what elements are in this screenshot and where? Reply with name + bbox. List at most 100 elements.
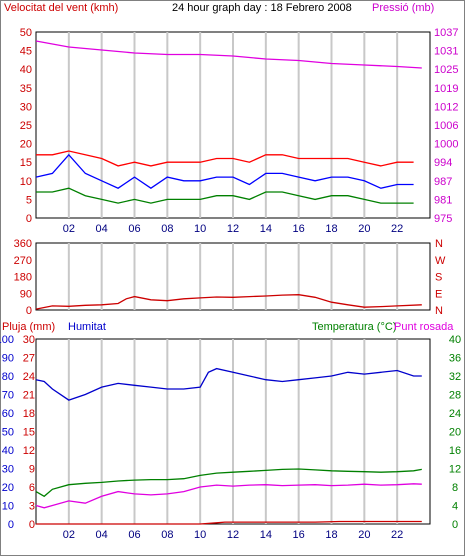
wind-x-tick-label: 04 (96, 223, 108, 235)
compass-tick-label: N (435, 305, 443, 317)
humidity-tick-label: 100 (0, 334, 14, 346)
wind-tick-label: 45 (20, 46, 32, 58)
wind-tick-label: 10 (20, 176, 32, 188)
compass-tick-label: E (435, 288, 442, 300)
rain-tick-label: 30 (23, 334, 35, 346)
direction-tick-label: 180 (14, 272, 32, 284)
temperature-tick-label: 12 (449, 464, 461, 476)
thermo-x-tick-label: 08 (161, 529, 173, 541)
temperature-tick-label: 8 (452, 482, 458, 494)
wind-x-tick-label: 06 (128, 223, 140, 235)
wind-tick-label: 35 (20, 83, 32, 95)
humidity-tick-label: 90 (2, 353, 14, 365)
rain-tick-label: 24 (23, 371, 35, 383)
humidity-tick-label: 80 (2, 371, 14, 383)
temperature-tick-label: 24 (449, 408, 461, 420)
temperature-tick-label: 28 (449, 390, 461, 402)
direction-tick-label: 90 (20, 288, 32, 300)
humidity-tick-label: 10 (2, 501, 14, 513)
pressure-tick-label: 975 (434, 213, 452, 225)
temperature-tick-label: 36 (449, 353, 461, 365)
rain-tick-label: 12 (23, 445, 35, 457)
wind-x-tick-label: 12 (227, 223, 239, 235)
thermo-x-tick-label: 22 (391, 529, 403, 541)
wind-tick-label: 5 (26, 194, 32, 206)
thermo-x-tick-label: 04 (96, 529, 108, 541)
pressure-tick-label: 987 (434, 176, 452, 188)
rain-tick-label: 27 (23, 353, 35, 365)
wind-x-tick-label: 10 (194, 223, 206, 235)
pressure-tick-label: 981 (434, 194, 452, 206)
thermo-x-tick-label: 20 (358, 529, 370, 541)
series-gust-line (36, 150, 414, 167)
wind-tick-label: 25 (20, 120, 32, 132)
temperature-tick-label: 32 (449, 371, 461, 383)
series-dew-line (35, 483, 422, 509)
compass-tick-label: N (435, 238, 443, 250)
wind-tick-label: 0 (26, 213, 32, 225)
series-rain-line (36, 520, 422, 525)
wind-x-tick-label: 18 (325, 223, 337, 235)
temperature-tick-label: 4 (452, 501, 458, 513)
rain-tick-label: 21 (23, 390, 35, 402)
pressure-tick-label: 994 (434, 157, 452, 169)
rain-tick-label: 18 (23, 408, 35, 420)
humidity-axis-title: Humitat (68, 321, 106, 333)
thermo-x-tick-label: 16 (293, 529, 305, 541)
pressure-tick-label: 1019 (434, 83, 458, 95)
thermo-x-tick-label: 02 (63, 529, 75, 541)
dew-point-axis-title: Punt rosada (394, 321, 454, 333)
humidity-tick-label: 60 (2, 408, 14, 420)
wind-tick-label: 15 (20, 157, 32, 169)
wind-tick-label: 30 (20, 101, 32, 113)
rain-tick-label: 3 (29, 501, 35, 513)
thermo-x-tick-label: 12 (227, 529, 239, 541)
rain-tick-label: 9 (29, 464, 35, 476)
humidity-tick-label: 50 (2, 427, 14, 439)
wind-x-tick-label: 08 (161, 223, 173, 235)
compass-tick-label: W (435, 255, 446, 267)
humidity-tick-label: 20 (2, 482, 14, 494)
temperature-tick-label: 40 (449, 334, 461, 346)
series-minimum-line (36, 187, 414, 204)
direction-tick-label: 270 (14, 255, 32, 267)
humidity-tick-label: 30 (2, 464, 14, 476)
temperature-tick-label: 20 (449, 427, 461, 439)
wind-tick-label: 50 (20, 27, 32, 39)
wind-x-tick-label: 02 (63, 223, 75, 235)
temperature-tick-label: 0 (452, 519, 458, 531)
pressure-tick-label: 1000 (434, 139, 458, 151)
temperature-tick-label: 16 (449, 445, 461, 457)
humidity-tick-label: 0 (8, 519, 14, 531)
rain-tick-label: 0 (29, 519, 35, 531)
wind-x-tick-label: 22 (391, 223, 403, 235)
compass-tick-label: S (435, 272, 442, 284)
series-temperature-line (35, 468, 422, 498)
pressure-tick-label: 1037 (434, 27, 458, 39)
wind-axis-title: Velocitat del vent (kmh) (4, 2, 118, 14)
thermo-x-tick-label: 18 (325, 529, 337, 541)
temperature-axis-title: Temperatura (°C) (312, 321, 396, 333)
wind-tick-label: 20 (20, 139, 32, 151)
pressure-tick-label: 1025 (434, 64, 458, 76)
thermo-x-tick-label: 06 (128, 529, 140, 541)
thermo-x-tick-label: 10 (194, 529, 206, 541)
series-average-line (35, 153, 414, 189)
pressure-tick-label: 1006 (434, 120, 458, 132)
direction-tick-label: 0 (26, 305, 32, 317)
rain-tick-label: 15 (23, 427, 35, 439)
pressure-axis-title: Pressió (mb) (372, 2, 434, 14)
thermo-x-tick-label: 14 (260, 529, 272, 541)
wind-direction-line (35, 294, 422, 310)
direction-tick-label: 360 (14, 238, 32, 250)
wind-x-tick-label: 16 (293, 223, 305, 235)
humidity-tick-label: 40 (2, 445, 14, 457)
pressure-tick-label: 1012 (434, 101, 458, 113)
humidity-tick-label: 70 (2, 390, 14, 402)
rain-tick-label: 6 (29, 482, 35, 494)
chart-title: 24 hour graph day : 18 Febrero 2008 (172, 2, 352, 14)
series-pressure-line (35, 40, 422, 69)
wind-tick-label: 40 (20, 64, 32, 76)
rain-axis-title: Pluja (mm) (2, 321, 55, 333)
